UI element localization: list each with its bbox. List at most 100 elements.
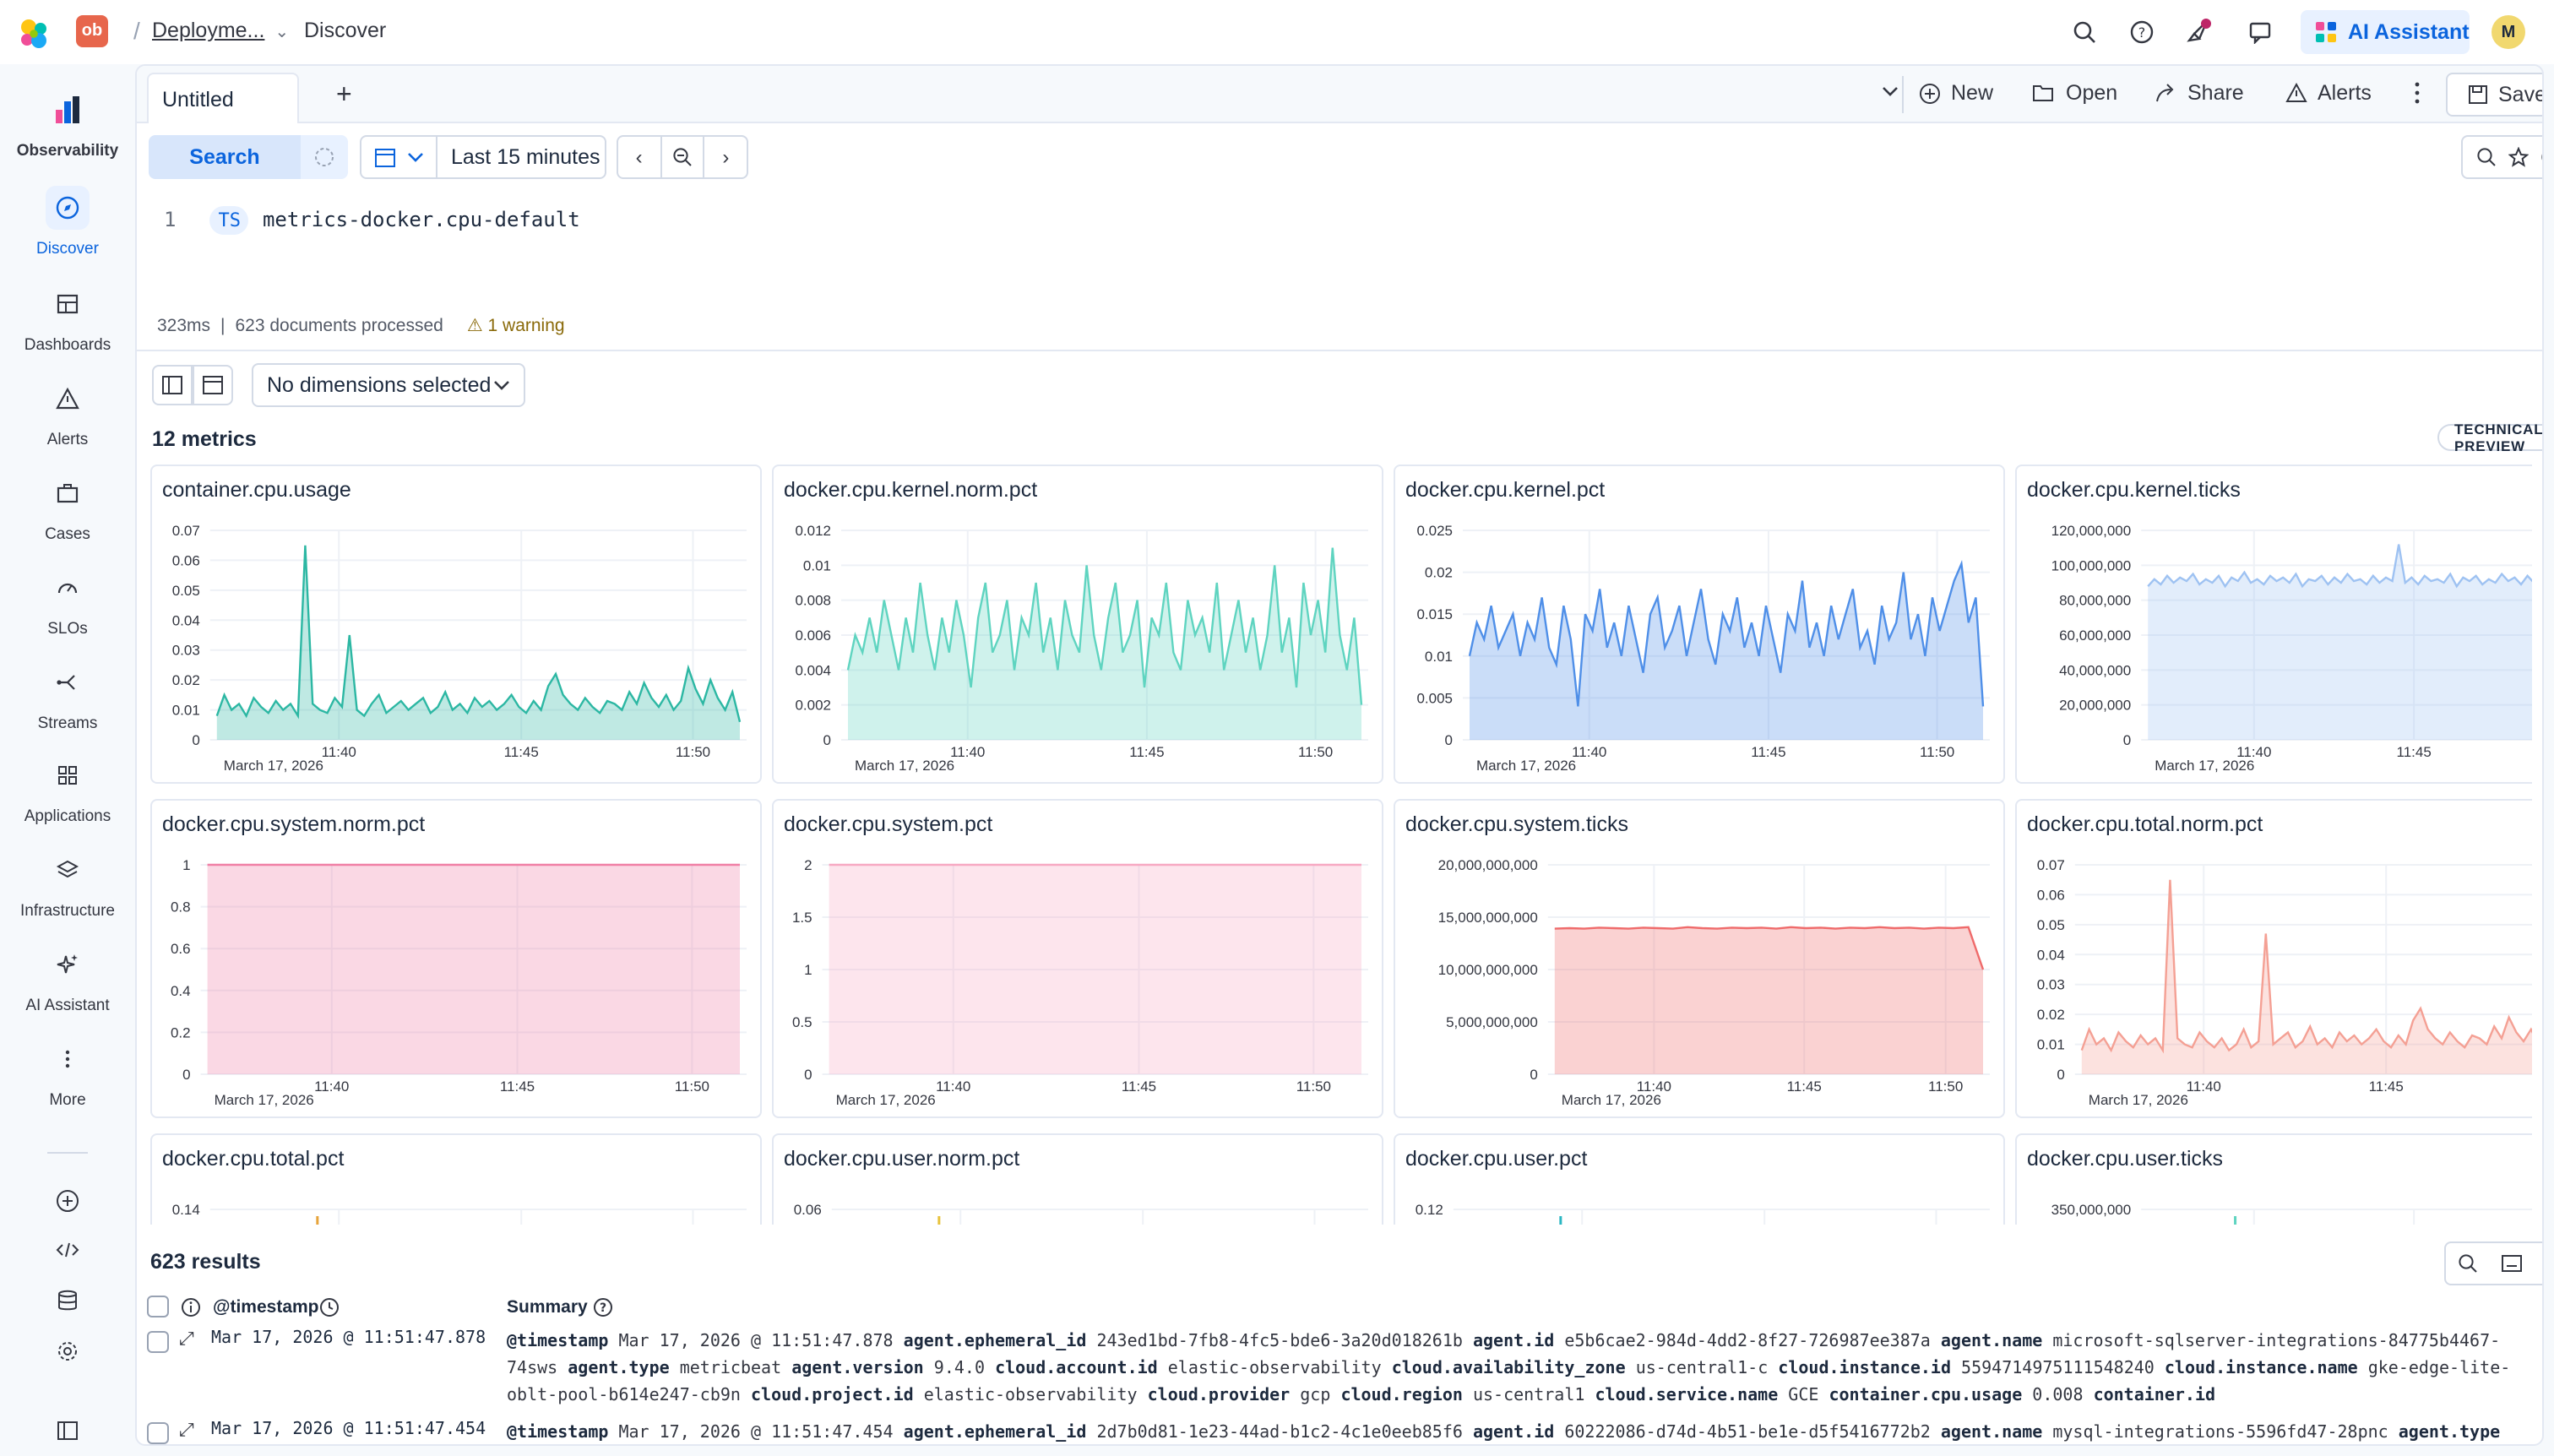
chat-icon[interactable] — [2247, 19, 2274, 46]
search-icon[interactable] — [2071, 19, 2098, 46]
nav-item-dashboards[interactable]: Dashboards — [0, 282, 135, 355]
metric-chart-card[interactable]: 0.12 docker.cpu.user.pct — [1394, 1133, 2005, 1225]
history-icon[interactable] — [2540, 147, 2544, 167]
metric-chart-card[interactable]: 0.14 docker.cpu.total.pct — [150, 1133, 762, 1225]
y-tick-label: 0.03 — [172, 643, 200, 659]
x-tick-label: 11:50 — [1298, 744, 1333, 760]
nav-item-applications[interactable]: Applications — [0, 753, 135, 826]
nav-item-observability[interactable]: Observability — [0, 88, 135, 160]
column-header-timestamp[interactable]: @timestamp — [213, 1297, 319, 1317]
field-name: agent.name — [1940, 1333, 2043, 1351]
metric-chart-card[interactable]: 0 0.01 0.02 0.03 0.04 0.05 0.06 0.07 11:40 11:45 1… — [150, 465, 762, 784]
more-actions-icon[interactable] — [2414, 81, 2421, 105]
field-name: agent.ephemeral_id — [903, 1424, 1087, 1442]
rocket-icon[interactable] — [2184, 19, 2211, 46]
code-icon[interactable] — [51, 1233, 84, 1267]
help-icon[interactable]: ? — [2128, 19, 2155, 46]
info-icon[interactable] — [181, 1297, 201, 1317]
keyboard-icon[interactable] — [2502, 1255, 2522, 1272]
next-range-icon[interactable]: › — [722, 145, 730, 169]
x-tick-label: 11:50 — [676, 744, 710, 760]
time-range-picker[interactable]: Last 15 minutes — [360, 135, 606, 179]
add-tab-icon[interactable]: + — [336, 81, 352, 110]
series-line[interactable] — [1554, 926, 1985, 970]
collapse-nav-icon[interactable] — [51, 1414, 84, 1448]
open-button[interactable]: Open — [2032, 81, 2117, 105]
row-checkbox[interactable] — [147, 1331, 169, 1353]
nav-item-streams[interactable]: Streams — [0, 660, 135, 733]
database-icon[interactable] — [51, 1284, 84, 1317]
nav-label: Cases — [45, 525, 90, 544]
field-name: cloud.instance.id — [1778, 1360, 1951, 1378]
metric-chart-card[interactable]: 0 0.5 1 1.5 2 11:40 11:45 11:50 March 17, 2026 do… — [772, 799, 1383, 1118]
select-all-checkbox[interactable] — [147, 1296, 169, 1317]
series-line[interactable] — [2147, 544, 2532, 679]
row-checkbox[interactable] — [147, 1422, 169, 1444]
tabs-menu-chevron-icon[interactable] — [1880, 81, 1900, 101]
gear-icon[interactable] — [51, 1334, 84, 1368]
nav-item-ai-assistant[interactable]: AI Assistant — [0, 943, 135, 1015]
metric-chart-card[interactable]: 0.06 docker.cpu.user.norm.pct — [772, 1133, 1383, 1225]
metric-chart-card[interactable]: 0 0.005 0.01 0.015 0.02 0.025 11:40 11:45 11:50 M… — [1394, 465, 2005, 784]
toggle-sidebar-icon[interactable] — [152, 365, 193, 405]
zoom-out-icon[interactable] — [661, 137, 705, 177]
elastic-logo-icon[interactable] — [17, 17, 51, 51]
column-header-summary[interactable]: Summary — [507, 1297, 588, 1317]
nav-item-more[interactable]: More — [0, 1037, 135, 1110]
row-summary: @timestamp Mar 17, 2026 @ 11:51:47.878 a… — [507, 1329, 2534, 1414]
warning-indicator[interactable]: ⚠ 1 warning — [466, 316, 565, 336]
nav-item-slos[interactable]: SLOs — [0, 566, 135, 638]
add-data-icon[interactable] — [51, 1184, 84, 1218]
previous-range-icon[interactable]: ‹ — [618, 137, 662, 177]
tab-untitled[interactable]: Untitled — [147, 73, 299, 123]
nav-item-infrastructure[interactable]: Infrastructure — [0, 848, 135, 921]
new-button[interactable]: New — [1919, 81, 1993, 105]
field-value: microsoft-sqlserver-integrations-84775b4… — [507, 1333, 2501, 1378]
x-tick-label: 11:45 — [2369, 1078, 2404, 1095]
nav-item-alerts[interactable]: Alerts — [0, 377, 135, 449]
y-tick-label: 0.01 — [2037, 1037, 2065, 1053]
star-icon[interactable] — [2508, 147, 2528, 167]
series-line[interactable] — [846, 547, 1363, 705]
field-value: mysql-integrations-5596fd47-28pnc — [2042, 1424, 2399, 1442]
metric-chart-card[interactable]: 0 5,000,000,000 10,000,000,000 15,000,000,0… — [1394, 799, 2005, 1118]
metric-chart-card[interactable]: 0 0.01 0.02 0.03 0.04 0.05 0.06 0.07 11:40 11:45 1… — [2015, 799, 2532, 1118]
dimensions-select[interactable]: No dimensions selected — [252, 363, 525, 407]
nav-item-discover[interactable]: Discover — [0, 186, 135, 258]
metric-chart-card[interactable]: 0 0.2 0.4 0.6 0.8 1 11:40 11:45 11:50 March 17, 2… — [150, 799, 762, 1118]
help-icon[interactable]: ? — [593, 1297, 613, 1317]
chart-title: docker.cpu.system.ticks — [1405, 812, 1628, 836]
toggle-chart-icon[interactable] — [193, 365, 233, 405]
nav-item-cases[interactable]: Cases — [0, 471, 135, 544]
chart-svg: 0 20,000,000 40,000,000 60,000,000 80,000,00… — [2051, 523, 2532, 774]
series-line[interactable] — [215, 545, 742, 723]
chart-title: docker.cpu.kernel.norm.pct — [784, 478, 1038, 502]
expand-row-icon[interactable]: ⤢ — [179, 1421, 194, 1441]
y-tick-label: 10,000,000,000 — [1438, 962, 1538, 978]
save-button[interactable]: Save — [2468, 83, 2542, 106]
project-badge[interactable]: ob — [76, 15, 108, 47]
query-refresh-toggle[interactable] — [301, 135, 348, 179]
search-icon[interactable] — [2458, 1253, 2478, 1274]
x-tick-label: 11:45 — [500, 1078, 535, 1095]
metric-chart-card[interactable]: 0 20,000,000 40,000,000 60,000,000 80,000,00… — [2015, 465, 2532, 784]
metric-chart-card[interactable]: 0 0.002 0.004 0.006 0.008 0.01 0.012 11:40 11:45… — [772, 465, 1383, 784]
avatar[interactable]: M — [2492, 15, 2525, 49]
metric-chart-card[interactable]: 350,000,000 docker.cpu.user.ticks — [2015, 1133, 2532, 1225]
share-button[interactable]: Share — [2155, 81, 2244, 105]
series-area — [216, 545, 740, 740]
query-editor[interactable]: 1 TS metrics-docker.cpu-default — [164, 206, 580, 235]
alerts-button[interactable]: Alerts — [2285, 81, 2372, 105]
expand-row-icon[interactable]: ⤢ — [179, 1329, 194, 1350]
open-label: Open — [2066, 81, 2118, 105]
nav-label: Discover — [36, 240, 99, 258]
search-button[interactable]: Search — [149, 135, 301, 179]
series-line[interactable] — [2080, 879, 2532, 1057]
share-label: Share — [2187, 81, 2244, 105]
ai-assistant-button[interactable]: AI Assistant — [2301, 10, 2470, 54]
breadcrumb-deployment[interactable]: Deployme... ⌄ — [152, 19, 289, 42]
y-tick-label: 0.03 — [2037, 977, 2065, 993]
series-line[interactable] — [1468, 560, 1985, 707]
search-metrics-icon[interactable] — [2539, 365, 2542, 405]
search-icon[interactable] — [2475, 147, 2496, 167]
